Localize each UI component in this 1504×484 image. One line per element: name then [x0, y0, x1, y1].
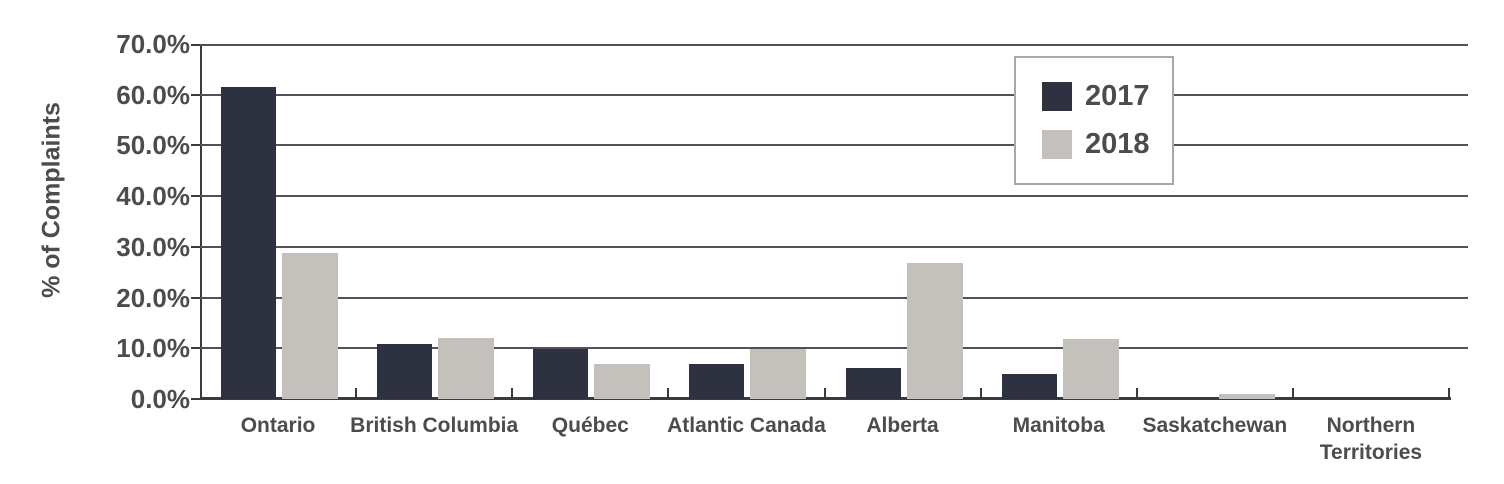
y-tick-label-10: 10.0% — [116, 333, 190, 364]
y-tick-label-70: 70.0% — [116, 29, 190, 59]
y-tick-60 — [191, 93, 200, 96]
bar-alberta-2017 — [845, 368, 901, 399]
x-tick-label-atlantic-canada: Atlantic Canada — [667, 414, 826, 437]
bar-ontario-2017 — [221, 87, 276, 399]
x-tick-label-qu-bec: Québec — [551, 414, 629, 437]
gridline-30 — [200, 245, 1468, 248]
bar-alberta-2018 — [906, 262, 963, 399]
bar-british-columbia-2017 — [377, 343, 433, 399]
bar-saskatchewan-2018 — [1218, 393, 1275, 399]
y-tick-label-50: 50.0% — [116, 130, 190, 161]
x-tick-5 — [979, 388, 982, 399]
x-tick-label-alberta: Alberta — [866, 414, 939, 437]
bar-manitoba-2018 — [1062, 338, 1119, 399]
gridline-50 — [200, 144, 1468, 147]
gridline-70 — [200, 44, 1468, 46]
bar-british-columbia-2018 — [438, 338, 495, 399]
y-tick-label-30: 30.0% — [116, 231, 190, 262]
x-tick-3 — [667, 388, 670, 399]
plot-area — [191, 44, 1468, 400]
legend-swatch-2017 — [1042, 82, 1072, 111]
legend-item-2018: 2018 — [1042, 128, 1172, 161]
y-tick-label-20: 20.0% — [116, 282, 190, 313]
gridline-20 — [200, 296, 1468, 299]
x-tick-1 — [355, 388, 358, 399]
x-tick-label-british-columbia: British Columbia — [350, 414, 519, 437]
bar-atlantic-canada-2018 — [750, 348, 807, 399]
legend: 2017 2018 — [1014, 56, 1174, 185]
y-axis-line — [200, 44, 202, 399]
y-tick-20 — [191, 296, 200, 299]
y-tick-label-40: 40.0% — [116, 181, 190, 212]
bar-atlantic-canada-2017 — [689, 363, 745, 399]
gridline-10 — [200, 347, 1468, 350]
x-tick-4 — [823, 388, 826, 399]
y-tick-10 — [191, 347, 200, 350]
y-tick-70 — [191, 44, 200, 46]
x-tick-label-saskatchewan: Saskatchewan — [1142, 414, 1288, 437]
x-tick-6 — [1135, 388, 1138, 399]
bar-qu-bec-2018 — [594, 364, 651, 399]
legend-label-2017: 2017 — [1085, 80, 1150, 112]
bar-ontario-2018 — [282, 252, 338, 399]
x-tick-2 — [511, 388, 514, 399]
bar-manitoba-2017 — [1001, 373, 1057, 399]
x-tick-label-manitoba: Manitoba — [1012, 414, 1105, 437]
y-tick-50 — [191, 144, 200, 147]
legend-label-2018: 2018 — [1085, 128, 1150, 160]
legend-swatch-2018 — [1042, 130, 1072, 159]
y-tick-40 — [191, 195, 200, 198]
y-tick-30 — [191, 245, 200, 248]
y-tick-label-0: 0.0% — [130, 384, 190, 414]
x-axis-line — [200, 397, 1451, 400]
bar-qu-bec-2017 — [533, 348, 589, 399]
x-tick-8 — [1448, 388, 1450, 399]
x-tick-label-northern-territories: Northern Territories — [1319, 414, 1423, 464]
legend-item-2017: 2017 — [1042, 80, 1172, 113]
y-tick-label-60: 60.0% — [116, 79, 190, 110]
gridline-60 — [200, 93, 1468, 96]
x-tick-7 — [1291, 388, 1294, 399]
x-tick-label-ontario: Ontario — [240, 414, 316, 437]
gridline-40 — [200, 195, 1468, 198]
y-tick-0 — [191, 398, 200, 400]
